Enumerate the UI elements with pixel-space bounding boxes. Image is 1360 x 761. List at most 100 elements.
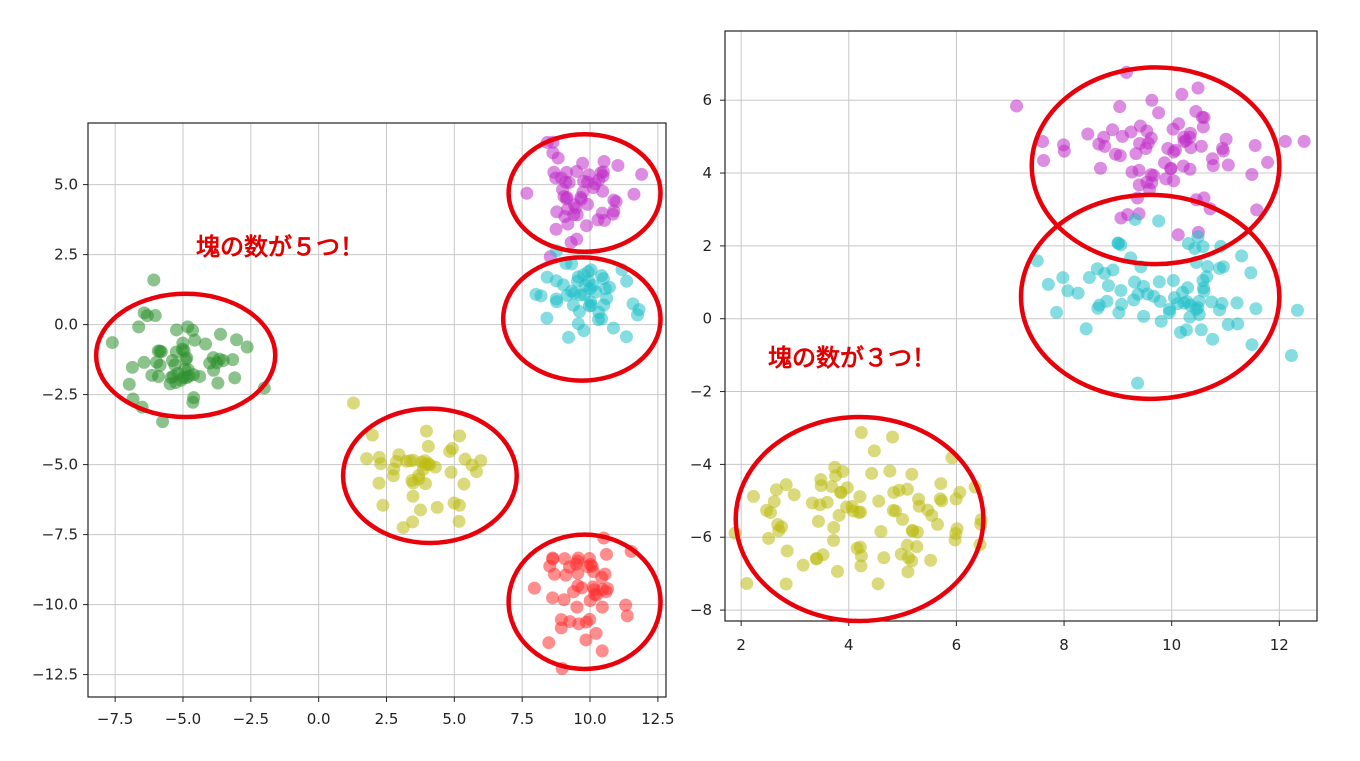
data-point [1092, 298, 1106, 312]
data-point [1250, 203, 1264, 217]
data-point [1113, 100, 1127, 114]
data-point [571, 317, 585, 331]
data-point [413, 503, 427, 517]
data-point [170, 323, 184, 337]
data-point [470, 465, 484, 479]
data-point [1061, 284, 1075, 298]
data-point [590, 588, 604, 602]
cluster-highlight-ellipse [93, 291, 278, 420]
data-point [207, 363, 221, 377]
data-point [1249, 302, 1263, 316]
data-point [1050, 305, 1064, 319]
data-point [527, 581, 541, 595]
data-point [403, 454, 417, 468]
y-axis: 6 4 2 0 −2 −4 −6 −8 [690, 91, 725, 619]
data-point [814, 473, 828, 487]
data-point [1057, 138, 1071, 152]
data-point [607, 204, 621, 218]
data-point [630, 308, 644, 322]
data-point [540, 311, 554, 325]
data-point [597, 213, 611, 227]
data-point [474, 454, 488, 468]
x-tick-label: 5.0 [442, 710, 466, 728]
y-tick-label: 4 [702, 164, 712, 182]
data-point [1197, 111, 1211, 125]
data-point [365, 428, 379, 442]
data-point [557, 593, 571, 607]
highlight-circles [733, 65, 1282, 624]
data-point [230, 333, 244, 347]
data-point [1245, 167, 1259, 181]
cluster-highlight-ellipse [506, 131, 663, 255]
data-point [1206, 159, 1220, 173]
data-point [186, 323, 200, 337]
x-tick-label: 10 [1162, 636, 1181, 654]
data-point [1092, 137, 1106, 151]
data-point [1152, 106, 1166, 120]
cluster-green [105, 273, 271, 429]
y-tick-label: −6 [690, 528, 712, 546]
data-point [421, 439, 435, 453]
data-point [1215, 141, 1229, 155]
data-point [910, 540, 924, 554]
data-point [906, 524, 920, 538]
data-point [589, 626, 603, 640]
data-point [836, 465, 850, 479]
data-point [1231, 317, 1245, 331]
data-point [199, 337, 213, 351]
data-point [571, 274, 585, 288]
data-point [137, 355, 151, 369]
data-point [1114, 284, 1128, 298]
data-point [447, 496, 461, 510]
axes-frame [724, 30, 1318, 622]
data-point [620, 609, 634, 623]
data-point [763, 506, 777, 520]
data-point [240, 340, 254, 354]
data-point [569, 201, 583, 215]
data-point [216, 353, 230, 367]
data-point [179, 353, 193, 367]
data-point [1235, 249, 1249, 263]
data-point [549, 171, 563, 185]
data-point [1176, 159, 1190, 173]
data-point [769, 483, 783, 497]
data-point [1248, 139, 1262, 153]
y-axis: 5.0 2.5 0.0 −2.5 −5.0 −7.5 −10.0 −12.5 [32, 176, 88, 684]
data-point [912, 499, 926, 513]
data-point [924, 553, 938, 567]
data-point [1154, 314, 1168, 328]
cluster-red [527, 531, 638, 676]
y-tick-label: −4 [690, 455, 712, 473]
data-point [827, 533, 841, 547]
data-point [1191, 81, 1205, 95]
data-point [572, 305, 586, 319]
x-tick-label: 2 [736, 636, 746, 654]
data-point [430, 500, 444, 514]
data-point [1278, 134, 1292, 148]
data-point [188, 333, 202, 347]
y-tick-label: −2 [690, 383, 712, 401]
x-tick-label: 6 [952, 636, 962, 654]
data-point [148, 309, 162, 323]
data-point [166, 354, 180, 368]
data-point [854, 549, 868, 563]
data-point [457, 477, 471, 491]
data-point [584, 295, 598, 309]
data-point [206, 351, 220, 365]
data-point [549, 222, 563, 236]
cluster-highlight-ellipse [340, 406, 520, 546]
data-point [606, 321, 620, 335]
data-point [125, 360, 139, 374]
data-point [147, 273, 161, 287]
data-point [406, 515, 420, 529]
data-point [452, 514, 466, 528]
data-point [546, 146, 560, 160]
data-point [562, 330, 576, 344]
data-point [865, 466, 879, 480]
data-point [406, 489, 420, 503]
data-point [854, 559, 868, 573]
data-point [1167, 174, 1181, 188]
cluster-cyan [1030, 212, 1304, 390]
data-point [595, 600, 609, 614]
data-point [1290, 303, 1304, 317]
